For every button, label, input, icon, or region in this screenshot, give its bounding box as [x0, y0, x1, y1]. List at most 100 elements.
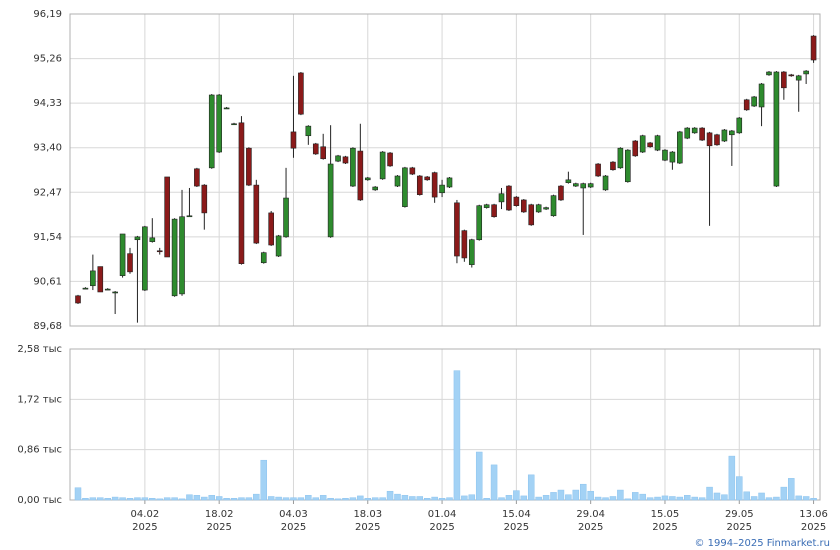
candle-body	[194, 168, 200, 187]
volume-bar	[542, 495, 550, 501]
x-tick-year: 2025	[206, 522, 231, 533]
candle-body	[320, 146, 326, 160]
candle-body	[781, 71, 787, 89]
volume-bar	[126, 497, 134, 501]
volume-bar	[149, 497, 156, 501]
volume-bar	[750, 496, 758, 501]
candle-body	[535, 204, 542, 213]
candle-body	[758, 83, 765, 108]
candle-body	[647, 142, 653, 148]
volume-bar	[371, 497, 379, 501]
volume-bar	[401, 495, 409, 501]
volume-bar	[468, 494, 476, 501]
candle-body	[669, 151, 676, 163]
volume-bar	[238, 497, 245, 501]
candle-body	[171, 218, 178, 297]
candle-body	[513, 196, 520, 207]
candle-body	[550, 195, 557, 217]
volume-bar	[386, 490, 394, 501]
candle-body	[208, 94, 215, 169]
volume-bar	[312, 497, 320, 501]
volume-bar	[646, 497, 654, 501]
volume-bar	[394, 493, 401, 501]
candle-body	[97, 266, 104, 293]
candle-body	[729, 130, 735, 136]
x-tick-year: 2025	[132, 522, 157, 533]
volume-tick-label: 0,00 тыс	[17, 495, 62, 506]
volume-bar	[290, 497, 297, 501]
candle-body	[104, 288, 111, 291]
candle-body	[587, 183, 594, 188]
volume-bar	[587, 490, 594, 501]
candle-body	[543, 207, 549, 210]
volume-bar	[178, 498, 186, 501]
candle-body	[268, 212, 274, 246]
candle-body	[468, 239, 475, 265]
candle-body	[476, 205, 483, 241]
volume-bar	[349, 497, 357, 501]
candle-body	[520, 199, 527, 213]
volume-bar	[698, 497, 706, 501]
candle-body	[312, 143, 319, 155]
candle-body	[350, 147, 356, 187]
candle-body	[743, 99, 750, 111]
volume-bar	[788, 478, 795, 501]
candle-body	[231, 123, 237, 126]
candle-body	[364, 177, 371, 181]
volume-bar	[438, 497, 446, 501]
x-tick-year: 2025	[727, 522, 752, 533]
volume-bar	[327, 497, 334, 501]
volume-bar	[498, 497, 505, 501]
y-tick-label: 93,40	[33, 143, 62, 154]
candle-body	[149, 237, 156, 242]
volume-bar	[639, 493, 646, 501]
volume-frame	[69, 348, 821, 501]
candle-body	[342, 156, 349, 164]
y-tick-label: 95,26	[33, 54, 62, 65]
volume-bar	[319, 495, 327, 501]
x-tick-label: 18.02	[205, 509, 234, 520]
volume-bar	[267, 496, 275, 501]
candle-body	[662, 149, 668, 161]
candle-body	[305, 125, 312, 137]
volume-bar	[661, 495, 669, 501]
candle-body	[491, 204, 497, 218]
volume-bar	[475, 451, 483, 501]
candle-body	[639, 135, 646, 153]
volume-bar	[297, 497, 305, 501]
volume-tick-label: 2,58 тыс	[17, 344, 62, 355]
x-tick-year: 2025	[355, 522, 380, 533]
volume-bar	[461, 495, 468, 501]
candle-body	[119, 233, 126, 276]
x-tick-label: 29.05	[725, 509, 754, 520]
volume-bar	[550, 492, 557, 501]
volume-bar	[97, 497, 104, 501]
candle-body	[751, 96, 757, 107]
volume-bar	[609, 496, 617, 501]
volume-bar	[765, 497, 773, 501]
volume-bar	[713, 492, 721, 501]
volume-bar	[357, 495, 364, 501]
price-frame	[69, 13, 821, 327]
candle-body	[558, 185, 564, 201]
candle-body	[394, 175, 401, 187]
candle-body	[795, 75, 802, 81]
volume-bar	[691, 496, 698, 501]
candle-body	[684, 127, 691, 139]
candle-body	[632, 140, 639, 157]
volume-bar	[505, 495, 513, 501]
volume-bar	[305, 495, 312, 501]
candle-body	[223, 107, 230, 110]
volume-bar	[163, 497, 171, 501]
candle-body	[580, 183, 587, 189]
candle-body	[372, 186, 379, 191]
volume-bar	[282, 497, 290, 501]
y-tick-label: 89,68	[33, 321, 62, 332]
candle-body	[283, 197, 289, 238]
volume-bar	[141, 497, 149, 501]
candle-body	[409, 167, 416, 175]
volume-bar	[431, 496, 438, 501]
volume-bar	[490, 464, 498, 501]
x-tick-label: 04.02	[131, 509, 160, 520]
y-tick-label: 92,47	[33, 187, 62, 198]
